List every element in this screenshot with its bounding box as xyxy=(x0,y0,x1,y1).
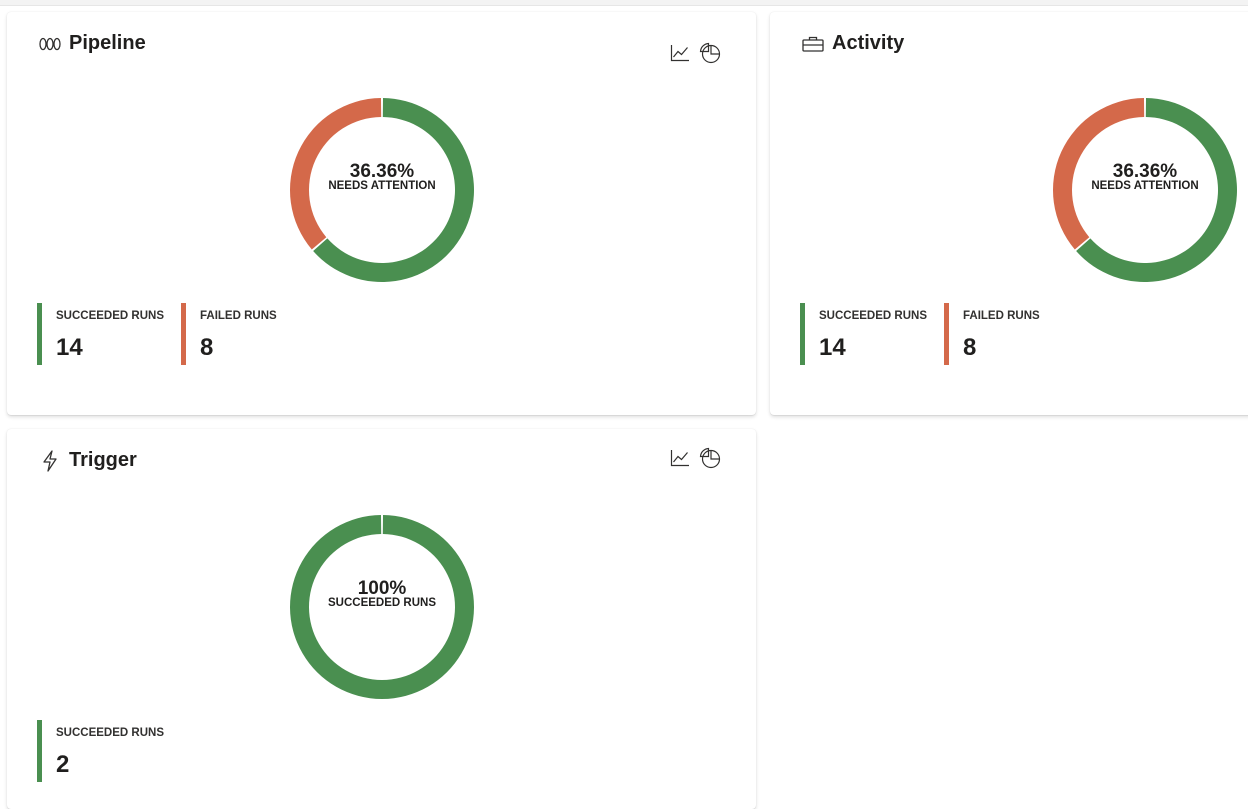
line-chart-icon[interactable] xyxy=(669,42,691,64)
line-chart-icon[interactable] xyxy=(669,447,691,469)
status-donut: 36.36% NEEDS ATTENTION xyxy=(1052,97,1238,283)
donut-caption: SUCCEEDED RUNS xyxy=(328,597,436,609)
stat-label: FAILED RUNS xyxy=(963,310,1040,322)
stat-value: 8 xyxy=(963,334,977,361)
stat-value: 14 xyxy=(819,334,846,361)
donut-segment-failed xyxy=(1053,98,1145,250)
card-title: Trigger xyxy=(69,449,137,471)
card-actions xyxy=(669,447,721,469)
card-header: Activity xyxy=(802,32,904,55)
stat-label: SUCCEEDED RUNS xyxy=(819,310,927,322)
stat-value: 2 xyxy=(56,751,70,778)
status-bar-failure xyxy=(944,303,949,365)
top-divider xyxy=(0,0,1248,6)
lightning-icon xyxy=(39,449,61,472)
trigger-card: Trigger 100% SUCCEEDED RUNS SUCCEEDED RU… xyxy=(7,429,756,809)
status-donut: 36.36% NEEDS ATTENTION xyxy=(289,97,475,283)
pie-chart-icon[interactable] xyxy=(699,42,721,64)
card-actions xyxy=(669,42,721,64)
stat-label: SUCCEEDED RUNS xyxy=(56,310,164,322)
pipeline-card: Pipeline 36.36% NEEDS ATTENTION SUCCEEDE… xyxy=(7,12,756,415)
stat-label: SUCCEEDED RUNS xyxy=(56,727,164,739)
donut-segment-succeeded xyxy=(313,98,474,282)
activity-card: Activity 36.36% NEEDS ATTENTION SUCCEEDE… xyxy=(770,12,1248,415)
card-header: Pipeline xyxy=(39,32,146,55)
status-bar-success xyxy=(37,303,42,365)
status-bar-failure xyxy=(181,303,186,365)
donut-percent: 36.36% xyxy=(1112,161,1178,182)
card-header: Trigger xyxy=(39,449,137,472)
briefcase-icon xyxy=(802,33,824,55)
donut-percent: 36.36% xyxy=(349,161,415,182)
status-donut: 100% SUCCEEDED RUNS xyxy=(289,514,475,700)
donut-segment-succeeded xyxy=(1076,98,1237,282)
stat-value: 14 xyxy=(56,334,83,361)
pie-chart-icon[interactable] xyxy=(699,447,721,469)
donut-percent: 100% xyxy=(357,578,407,599)
pipeline-icon xyxy=(39,33,61,55)
donut-svg xyxy=(290,98,474,282)
donut-caption: NEEDS ATTENTION xyxy=(328,180,436,192)
stat-value: 8 xyxy=(200,334,214,361)
status-bar-success xyxy=(37,720,42,782)
status-bar-success xyxy=(800,303,805,365)
donut-svg xyxy=(1053,98,1237,282)
donut-segment-failed xyxy=(290,98,382,250)
stat-label: FAILED RUNS xyxy=(200,310,277,322)
donut-caption: NEEDS ATTENTION xyxy=(1091,180,1199,192)
card-title: Pipeline xyxy=(69,32,146,54)
card-title: Activity xyxy=(832,32,905,54)
